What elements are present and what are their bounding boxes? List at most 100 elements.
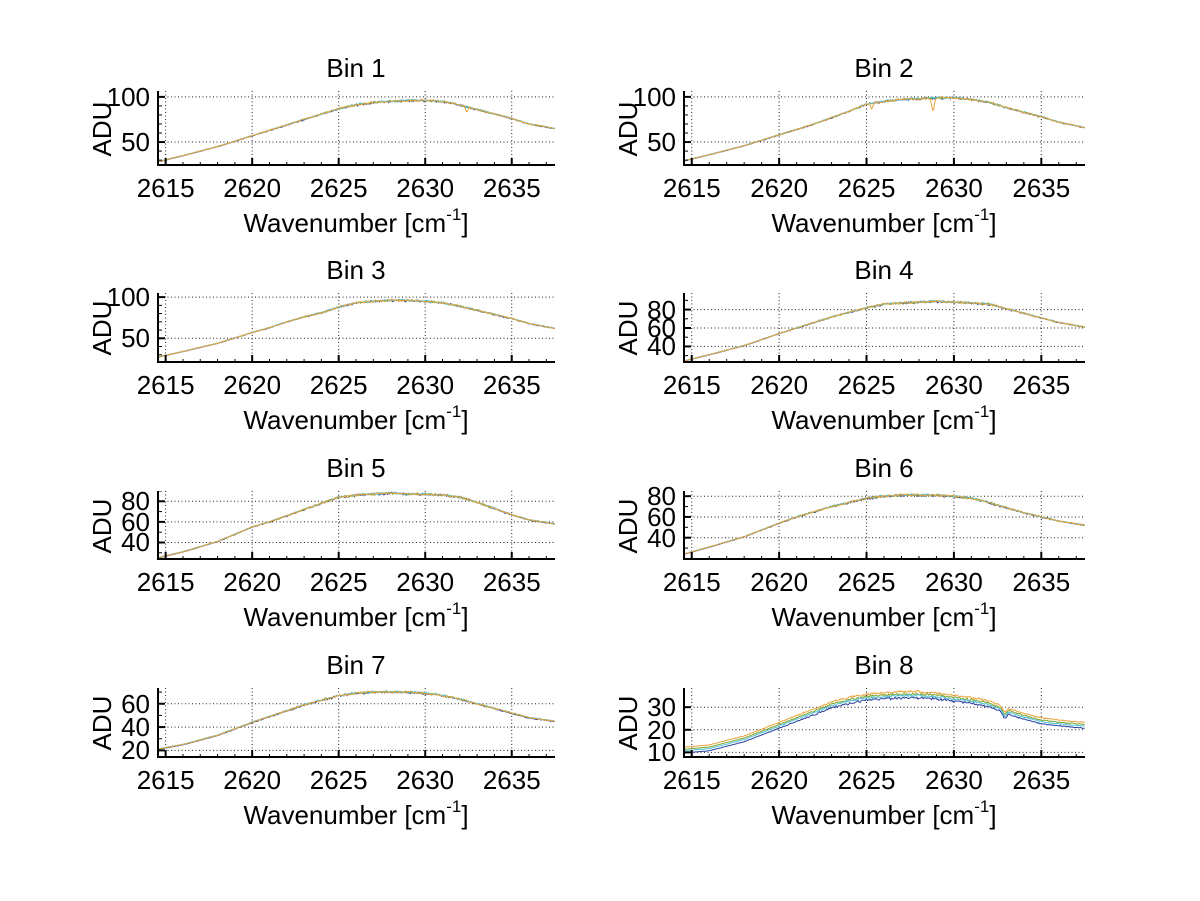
trace-green bbox=[157, 690, 555, 750]
trace-green bbox=[157, 492, 555, 559]
x-tick-label: 2615 bbox=[662, 567, 721, 597]
x-tick-label: 2625 bbox=[309, 370, 368, 400]
subplot-bin-1: Bin 1 ADU 50 100 2615 2620 2625 2630 2635 Wavenum… bbox=[42, 51, 570, 251]
x-axis-label-bracket: ] bbox=[989, 800, 997, 830]
y-tick-label: 40 bbox=[121, 527, 150, 558]
plot-title: Bin 7 bbox=[326, 650, 386, 680]
subplot-bin-8: Bin 8 ADU 10 20 30 2615 2620 2625 2630 2635 Wavenu… bbox=[568, 648, 1100, 843]
x-axis-label-bracket: ] bbox=[461, 602, 469, 632]
subplot-bin-6: Bin 6 ADU 40 60 80 2615 2620 2625 2630 2635 Wavenu… bbox=[568, 451, 1100, 645]
y-tick-label: 60 bbox=[121, 688, 150, 719]
x-axis-label: Wavenumber [cm-1] bbox=[157, 205, 555, 238]
x-tick-label: 2625 bbox=[837, 173, 896, 203]
x-axis-label-exponent: -1 bbox=[446, 205, 462, 225]
trace-cyan bbox=[683, 95, 1085, 162]
x-tick-label: 2615 bbox=[136, 370, 195, 400]
x-axis-label-text: Wavenumber [cm bbox=[771, 800, 975, 830]
y-tick-label: 10 bbox=[647, 737, 676, 768]
x-tick-label: 2615 bbox=[136, 765, 195, 795]
trace-green bbox=[157, 99, 555, 163]
x-axis-label-text: Wavenumber [cm bbox=[243, 208, 447, 238]
x-axis-label-exponent: -1 bbox=[446, 797, 462, 817]
x-tick-label: 2625 bbox=[309, 173, 368, 203]
x-tick-label: 2630 bbox=[396, 173, 455, 203]
x-axis-label: Wavenumber [cm-1] bbox=[683, 402, 1085, 435]
x-tick-label: 2615 bbox=[136, 567, 195, 597]
x-axis-label-exponent: -1 bbox=[974, 402, 990, 422]
plot-area bbox=[157, 688, 555, 758]
trace-blue bbox=[157, 299, 555, 358]
plot-area bbox=[157, 91, 555, 166]
trace-blue bbox=[683, 696, 1085, 754]
y-tick-label: 60 bbox=[647, 313, 676, 343]
x-tick-label: 2635 bbox=[482, 765, 541, 795]
x-tick-label: 2615 bbox=[136, 173, 195, 203]
y-tick-label: 40 bbox=[121, 712, 150, 743]
y-tick-label: 50 bbox=[121, 323, 150, 354]
x-axis-label-bracket: ] bbox=[461, 405, 469, 435]
x-axis-label-exponent: -1 bbox=[446, 402, 462, 422]
plot-area bbox=[157, 293, 555, 363]
x-tick-label: 2620 bbox=[750, 765, 809, 795]
y-tick-label: 80 bbox=[647, 294, 676, 325]
trace-cyan bbox=[683, 493, 1085, 555]
trace-orange bbox=[157, 98, 555, 163]
trace-orange bbox=[683, 689, 1085, 748]
x-tick-label: 2620 bbox=[223, 173, 282, 203]
y-tick-label: 20 bbox=[121, 735, 150, 766]
x-tick-label: 2620 bbox=[223, 567, 282, 597]
x-tick-label: 2635 bbox=[1012, 370, 1071, 400]
x-tick-label: 2615 bbox=[662, 765, 721, 795]
x-axis-label-bracket: ] bbox=[461, 800, 469, 830]
plot-area bbox=[683, 491, 1085, 560]
x-axis-label: Wavenumber [cm-1] bbox=[157, 599, 555, 632]
x-tick-label: 2620 bbox=[750, 567, 809, 597]
x-axis-label: Wavenumber [cm-1] bbox=[683, 797, 1085, 830]
x-axis-label: Wavenumber [cm-1] bbox=[157, 797, 555, 830]
trace-cyan bbox=[157, 98, 555, 163]
x-tick-label: 2630 bbox=[396, 370, 455, 400]
x-axis-label: Wavenumber [cm-1] bbox=[683, 206, 1085, 238]
x-axis-label-text: Wavenumber [cm bbox=[243, 800, 447, 830]
x-axis-label-exponent: -1 bbox=[974, 797, 990, 817]
y-tick-label: 50 bbox=[647, 127, 676, 158]
x-tick-label: 2625 bbox=[309, 567, 368, 597]
trace-blue bbox=[683, 493, 1085, 556]
subplot-bin-7: Bin 7 ADU 20 40 60 2615 2620 2625 2630 2635 Wavenu… bbox=[42, 648, 570, 843]
x-tick-label: 2635 bbox=[1012, 173, 1071, 203]
y-tick-label: 100 bbox=[106, 81, 150, 112]
y-tick-label: 20 bbox=[647, 714, 676, 745]
x-tick-label: 2620 bbox=[223, 765, 282, 795]
plot-area bbox=[683, 91, 1085, 166]
x-tick-label: 2630 bbox=[396, 567, 455, 597]
trace-blue bbox=[157, 491, 555, 559]
x-axis-label-exponent: -1 bbox=[446, 599, 462, 619]
y-tick-label: 80 bbox=[121, 486, 150, 517]
trace-cyan bbox=[157, 298, 555, 358]
x-axis-label-bracket: ] bbox=[989, 602, 997, 632]
trace-orange bbox=[683, 96, 1085, 162]
trace-green bbox=[683, 493, 1085, 555]
plot-area bbox=[683, 293, 1085, 363]
trace-green bbox=[157, 298, 555, 358]
trace-orange bbox=[157, 491, 555, 559]
x-tick-label: 2630 bbox=[924, 173, 983, 203]
trace-orange bbox=[683, 299, 1085, 362]
trace-green bbox=[683, 692, 1085, 750]
subplot-bin-2: Bin 2 ADU 50 100 2615 2620 2625 2630 2635 Wavenum… bbox=[568, 51, 1100, 251]
subplot-bin-3: Bin 3 ADU 50 100 2615 2620 2625 2630 2635 Wavenum… bbox=[42, 253, 570, 448]
trace-cyan bbox=[683, 693, 1085, 752]
x-tick-label: 2635 bbox=[482, 567, 541, 597]
subplot-bin-4: Bin 4 ADU 40 60 80 2615 2620 2625 2630 2635 Wavenu… bbox=[568, 253, 1100, 448]
plot-area bbox=[683, 688, 1085, 758]
x-axis-label-text: Wavenumber [cm bbox=[771, 405, 975, 435]
y-tick-label: 40 bbox=[647, 331, 676, 362]
x-axis-label-text: Wavenumber [cm bbox=[771, 208, 975, 238]
y-tick-label: 50 bbox=[121, 127, 150, 158]
y-tick-label: 80 bbox=[647, 481, 676, 512]
x-axis-label-bracket: ] bbox=[989, 405, 997, 435]
x-tick-label: 2620 bbox=[750, 370, 809, 400]
y-tick-label: 100 bbox=[632, 81, 676, 112]
y-tick-label: 30 bbox=[647, 692, 676, 723]
